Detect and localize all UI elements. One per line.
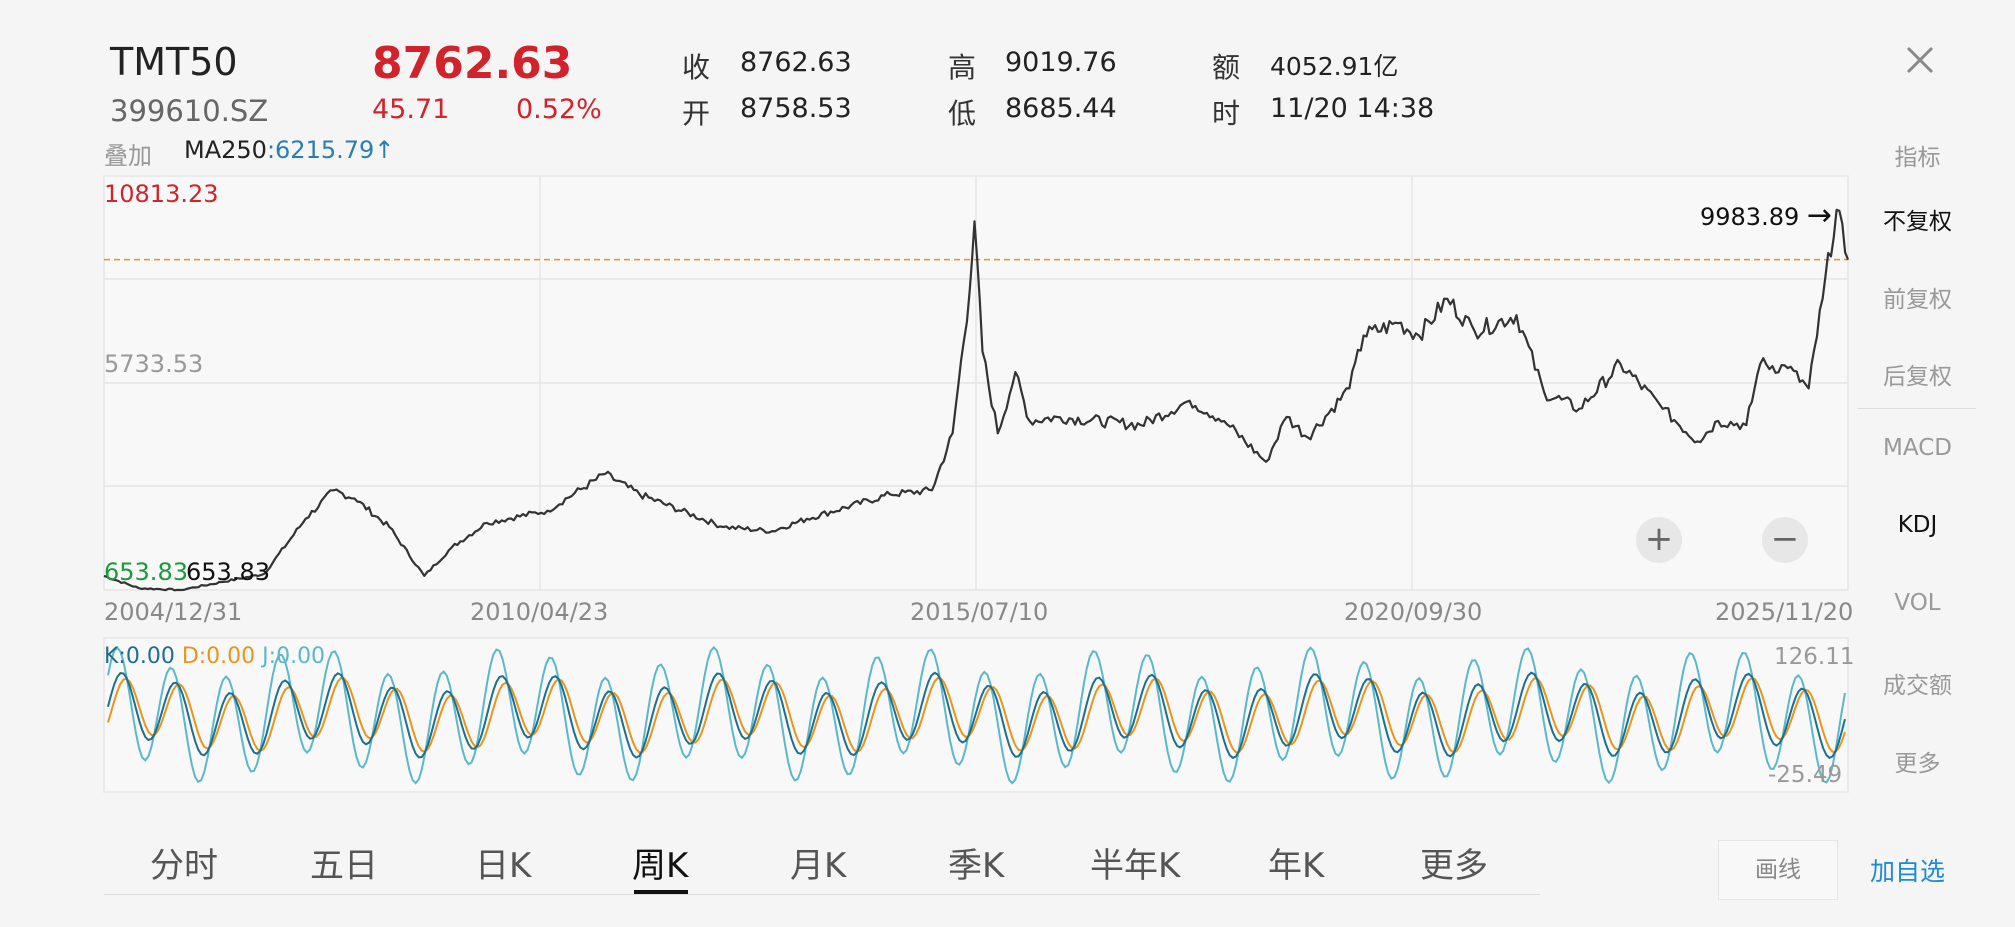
ma250-legend: MA250:6215.79↑	[184, 136, 394, 164]
main-gridlines	[104, 176, 1848, 590]
kdj-d-legend: D:0.00	[181, 644, 256, 669]
tabs-divider	[104, 894, 1540, 895]
x-tick-2: 2015/07/10	[910, 598, 1049, 626]
low-label: 低	[948, 97, 977, 130]
active-tab-indicator	[634, 890, 688, 894]
max-marker-value: 9983.89	[1700, 203, 1800, 231]
ma250-value: :6215.79	[266, 136, 375, 164]
kdj-k-legend: K:0.00	[104, 644, 175, 669]
amount-label: 额	[1212, 51, 1241, 84]
add-watchlist-button[interactable]: 加自选	[1870, 857, 1946, 886]
tab-intraday[interactable]: 分时	[150, 846, 218, 886]
amount-value: 4052.91亿	[1270, 52, 1399, 81]
y-label-mid: 5733.53	[104, 350, 204, 378]
ma250-arrow: ↑	[374, 136, 395, 164]
y-label-max: 10813.23	[104, 180, 219, 208]
tab-daily-k[interactable]: 日K	[475, 846, 532, 886]
tab-halfyear-k[interactable]: 半年K	[1090, 846, 1181, 886]
indicator-label: 指标	[1894, 145, 1941, 171]
tab-more[interactable]: 更多	[1420, 846, 1488, 886]
close-value: 8762.63	[740, 47, 852, 78]
low-value: 8685.44	[1005, 93, 1117, 124]
tab-quarterly-k[interactable]: 季K	[948, 846, 1005, 886]
open-label: 开	[682, 97, 711, 130]
tab-weekly-k[interactable]: 周K	[632, 846, 689, 886]
close-icon	[1906, 46, 1934, 74]
close-label: 收	[682, 51, 711, 84]
high-value: 9019.76	[1005, 47, 1117, 78]
high-label: 高	[948, 51, 977, 84]
side-item-amount[interactable]: 成交额	[1883, 673, 1952, 699]
price-line	[103, 208, 1850, 592]
tab-yearly-k[interactable]: 年K	[1268, 846, 1325, 886]
x-tick-0: 2004/12/31	[104, 598, 243, 626]
index-code: 399610.SZ	[110, 94, 269, 128]
side-item-kdj[interactable]: KDJ	[1897, 512, 1938, 538]
draw-line-button[interactable]: 画线	[1718, 840, 1838, 900]
price-change: 45.71	[372, 94, 450, 125]
y-label-min: 653.83	[104, 558, 188, 586]
max-marker: 9983.89 →	[1700, 198, 1832, 233]
ma250-name: MA250	[184, 136, 267, 164]
zoom-out-button[interactable]: −	[1762, 517, 1808, 563]
kdj-min-label: -25.49	[1768, 762, 1843, 788]
x-tick-1: 2010/04/23	[470, 598, 609, 626]
side-item-backward-adjust[interactable]: 后复权	[1883, 364, 1952, 390]
side-item-macd[interactable]: MACD	[1883, 435, 1952, 461]
side-item-more[interactable]: 更多	[1894, 751, 1941, 777]
min-marker: 653.83	[186, 558, 270, 586]
index-name: TMT50	[110, 40, 238, 84]
kdj-legend: K:0.00 D:0.00 J:0.00	[104, 644, 325, 669]
kdj-j-legend: J:0.00	[262, 644, 326, 669]
time-value: 11/20 14:38	[1270, 93, 1435, 124]
side-divider	[1858, 408, 1976, 409]
side-item-forward-adjust[interactable]: 前复权	[1883, 287, 1952, 313]
x-tick-3: 2020/09/30	[1344, 598, 1483, 626]
arrow-right-icon: →	[1806, 198, 1833, 233]
zoom-in-button[interactable]: +	[1636, 517, 1682, 563]
time-label: 时	[1212, 97, 1241, 130]
current-price: 8762.63	[372, 38, 573, 89]
side-item-no-adjust[interactable]: 不复权	[1883, 209, 1952, 235]
tab-five-day[interactable]: 五日	[310, 846, 378, 886]
kdj-max-label: 126.11	[1774, 644, 1855, 670]
kdj-k-line	[107, 671, 1846, 760]
price-change-pct: 0.52%	[516, 94, 602, 125]
x-tick-4: 2025/11/20	[1715, 598, 1854, 626]
kdj-j-line	[107, 645, 1846, 785]
open-value: 8758.53	[740, 93, 852, 124]
side-item-vol[interactable]: VOL	[1894, 590, 1941, 616]
kdj-d-line	[107, 676, 1846, 754]
tab-monthly-k[interactable]: 月K	[790, 846, 847, 886]
overlay-button[interactable]: 叠加	[104, 142, 152, 170]
close-button[interactable]	[1900, 40, 1940, 80]
draw-line-label: 画线	[1755, 857, 1801, 883]
